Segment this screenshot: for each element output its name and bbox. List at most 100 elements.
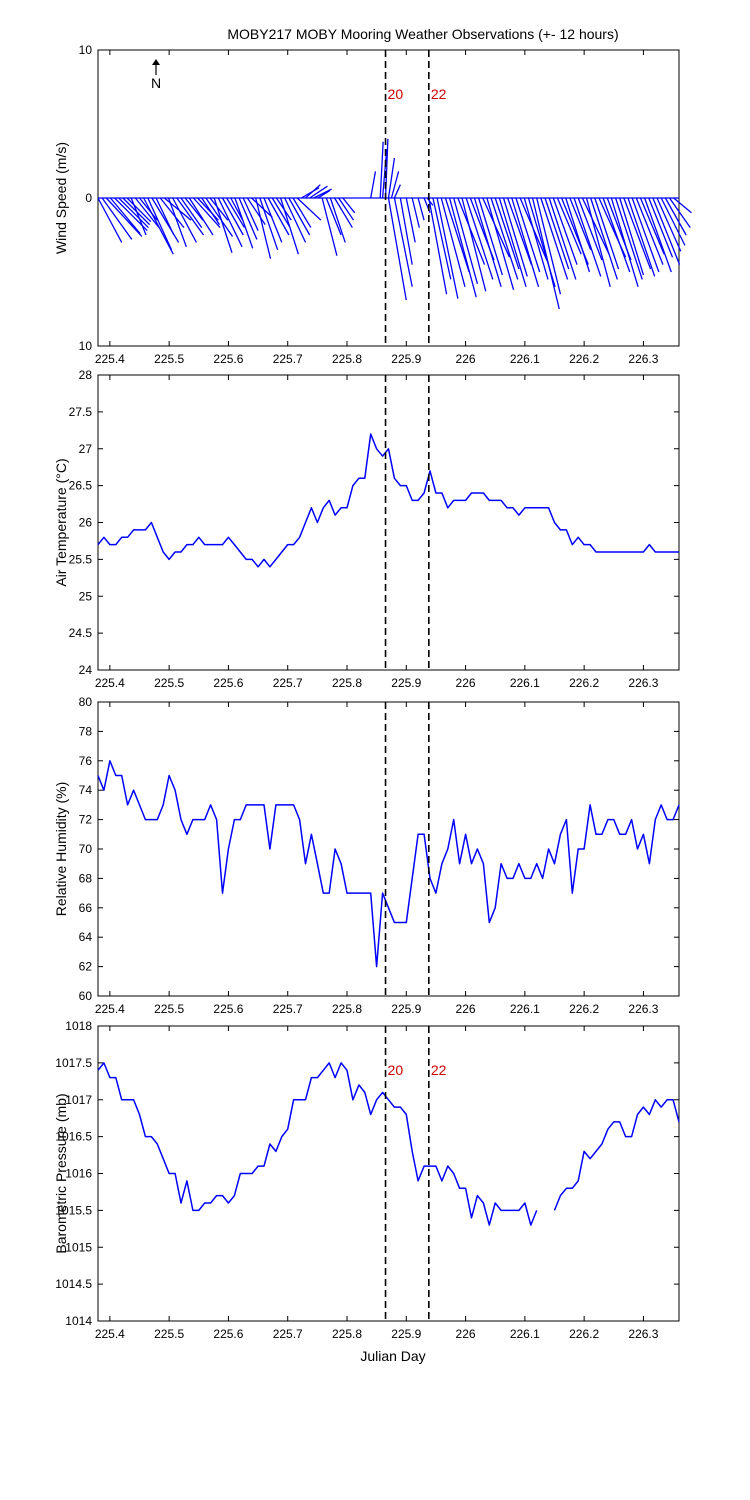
wind-vector	[668, 197, 691, 228]
wind-vector	[267, 197, 290, 236]
y-tick-label: 70	[79, 842, 93, 856]
x-tick-label: 225.4	[95, 1002, 125, 1016]
wind-vector	[172, 197, 197, 243]
x-tick-label: 226.2	[569, 352, 599, 366]
wind-vector	[531, 197, 560, 310]
y-tick-label: 26	[79, 516, 93, 530]
event-marker-label: 22	[431, 86, 447, 102]
wind-vector	[477, 197, 503, 276]
y-tick-label: 1017	[65, 1093, 92, 1107]
wind-vector	[602, 197, 631, 273]
y-tick-label: 74	[79, 783, 93, 797]
series-line	[97, 760, 680, 968]
wind-vector	[325, 197, 342, 236]
x-tick-label: 225.9	[391, 676, 421, 690]
wind-vector	[573, 197, 602, 277]
y-tick-label: 25	[79, 589, 93, 603]
y-tick-label: 80	[79, 695, 93, 709]
y-tick-label: 72	[79, 813, 93, 827]
wind-vector	[381, 149, 388, 199]
y-tick-label: 1018	[65, 1019, 92, 1033]
x-tick-label: 226.1	[510, 1002, 540, 1016]
wind-vector	[384, 138, 389, 199]
wind-vector	[379, 141, 384, 199]
y-tick-label: 1014.5	[55, 1277, 92, 1291]
series-line	[97, 1062, 680, 1226]
wind-vector	[242, 197, 259, 231]
y-tick-label: 28	[79, 368, 93, 382]
y-tick-label: 62	[79, 960, 93, 974]
y-tick-label: 68	[79, 871, 93, 885]
y-tick-label: 1015.5	[55, 1203, 92, 1217]
figure-title: MOBY217 MOBY Mooring Weather Observation…	[227, 26, 618, 42]
x-tick-label: 226.1	[510, 676, 540, 690]
wind-vector	[399, 197, 413, 265]
north-label: N	[151, 75, 161, 91]
wind-vector	[619, 197, 645, 276]
event-marker-label: 20	[388, 1062, 404, 1078]
wind-vector	[338, 197, 355, 221]
wind-vector	[101, 197, 133, 240]
y-tick-label: 60	[79, 989, 93, 1003]
wind-vector	[305, 184, 321, 199]
x-tick-label: 226.3	[628, 1327, 658, 1341]
wind-vector	[473, 197, 502, 287]
wind-vector	[660, 197, 686, 246]
x-tick-label: 225.7	[273, 1327, 303, 1341]
wind-vector	[192, 197, 221, 229]
x-tick-label: 226.1	[510, 352, 540, 366]
y-axis-label: Wind Speed (m/s)	[53, 142, 69, 254]
wind-vector	[448, 197, 477, 298]
x-tick-label: 225.5	[154, 1327, 184, 1341]
x-tick-label: 225.6	[213, 1002, 243, 1016]
x-tick-label: 225.6	[213, 1327, 243, 1341]
wind-vector	[126, 197, 152, 223]
wind-vector	[284, 197, 307, 243]
wind-vector	[569, 197, 592, 251]
y-tick-label: 1014	[65, 1314, 92, 1328]
wind-vector	[251, 197, 273, 218]
wind-vector	[105, 197, 143, 237]
panels: 225.4 225.5 225.6 225.7 225.8 225.9 226 226.1 22…	[53, 43, 692, 1341]
wind-vector	[230, 197, 244, 221]
y-axis-label: Barometric Pressure (mb)	[53, 1093, 69, 1253]
x-tick-label: 225.5	[154, 676, 184, 690]
y-tick-label: 0	[85, 191, 92, 205]
wind-vector	[444, 197, 470, 273]
y-tick-label: 24	[79, 663, 93, 677]
wind-vector	[656, 197, 682, 252]
y-tick-label: 26.5	[69, 479, 93, 493]
x-tick-label: 225.6	[213, 352, 243, 366]
wind-vector	[405, 197, 416, 243]
wind-vector	[209, 197, 229, 221]
y-tick-label: 66	[79, 901, 93, 915]
wind-vector	[180, 197, 203, 228]
wind-vector	[631, 197, 660, 273]
x-tick-label: 225.4	[95, 352, 125, 366]
y-tick-label: 24.5	[69, 626, 93, 640]
wind-vector	[507, 197, 532, 265]
wind-vector	[523, 197, 549, 280]
wind-vector	[109, 197, 141, 234]
y-tick-label: 76	[79, 754, 93, 768]
wind-vector	[673, 197, 692, 214]
y-axis-label: Air Temperature (°C)	[53, 458, 69, 586]
wind-vector	[279, 197, 300, 255]
wind-vector	[333, 197, 353, 228]
y-tick-label: 64	[79, 930, 93, 944]
y-tick-label: 27	[79, 442, 93, 456]
x-tick-label: 225.8	[332, 352, 362, 366]
wind-vector	[226, 197, 245, 228]
wind-vector	[288, 197, 311, 236]
wind-vector	[238, 197, 258, 240]
y-tick-label: 1015	[65, 1240, 92, 1254]
x-tick-label: 225.9	[391, 1002, 421, 1016]
north-arrow-head-icon	[152, 59, 160, 65]
wind-vector	[213, 197, 233, 253]
wind-vector	[417, 197, 425, 221]
wind-vector	[97, 197, 123, 243]
wind-vector	[134, 197, 160, 229]
wind-vector	[544, 197, 570, 270]
wind-vector	[590, 197, 618, 280]
